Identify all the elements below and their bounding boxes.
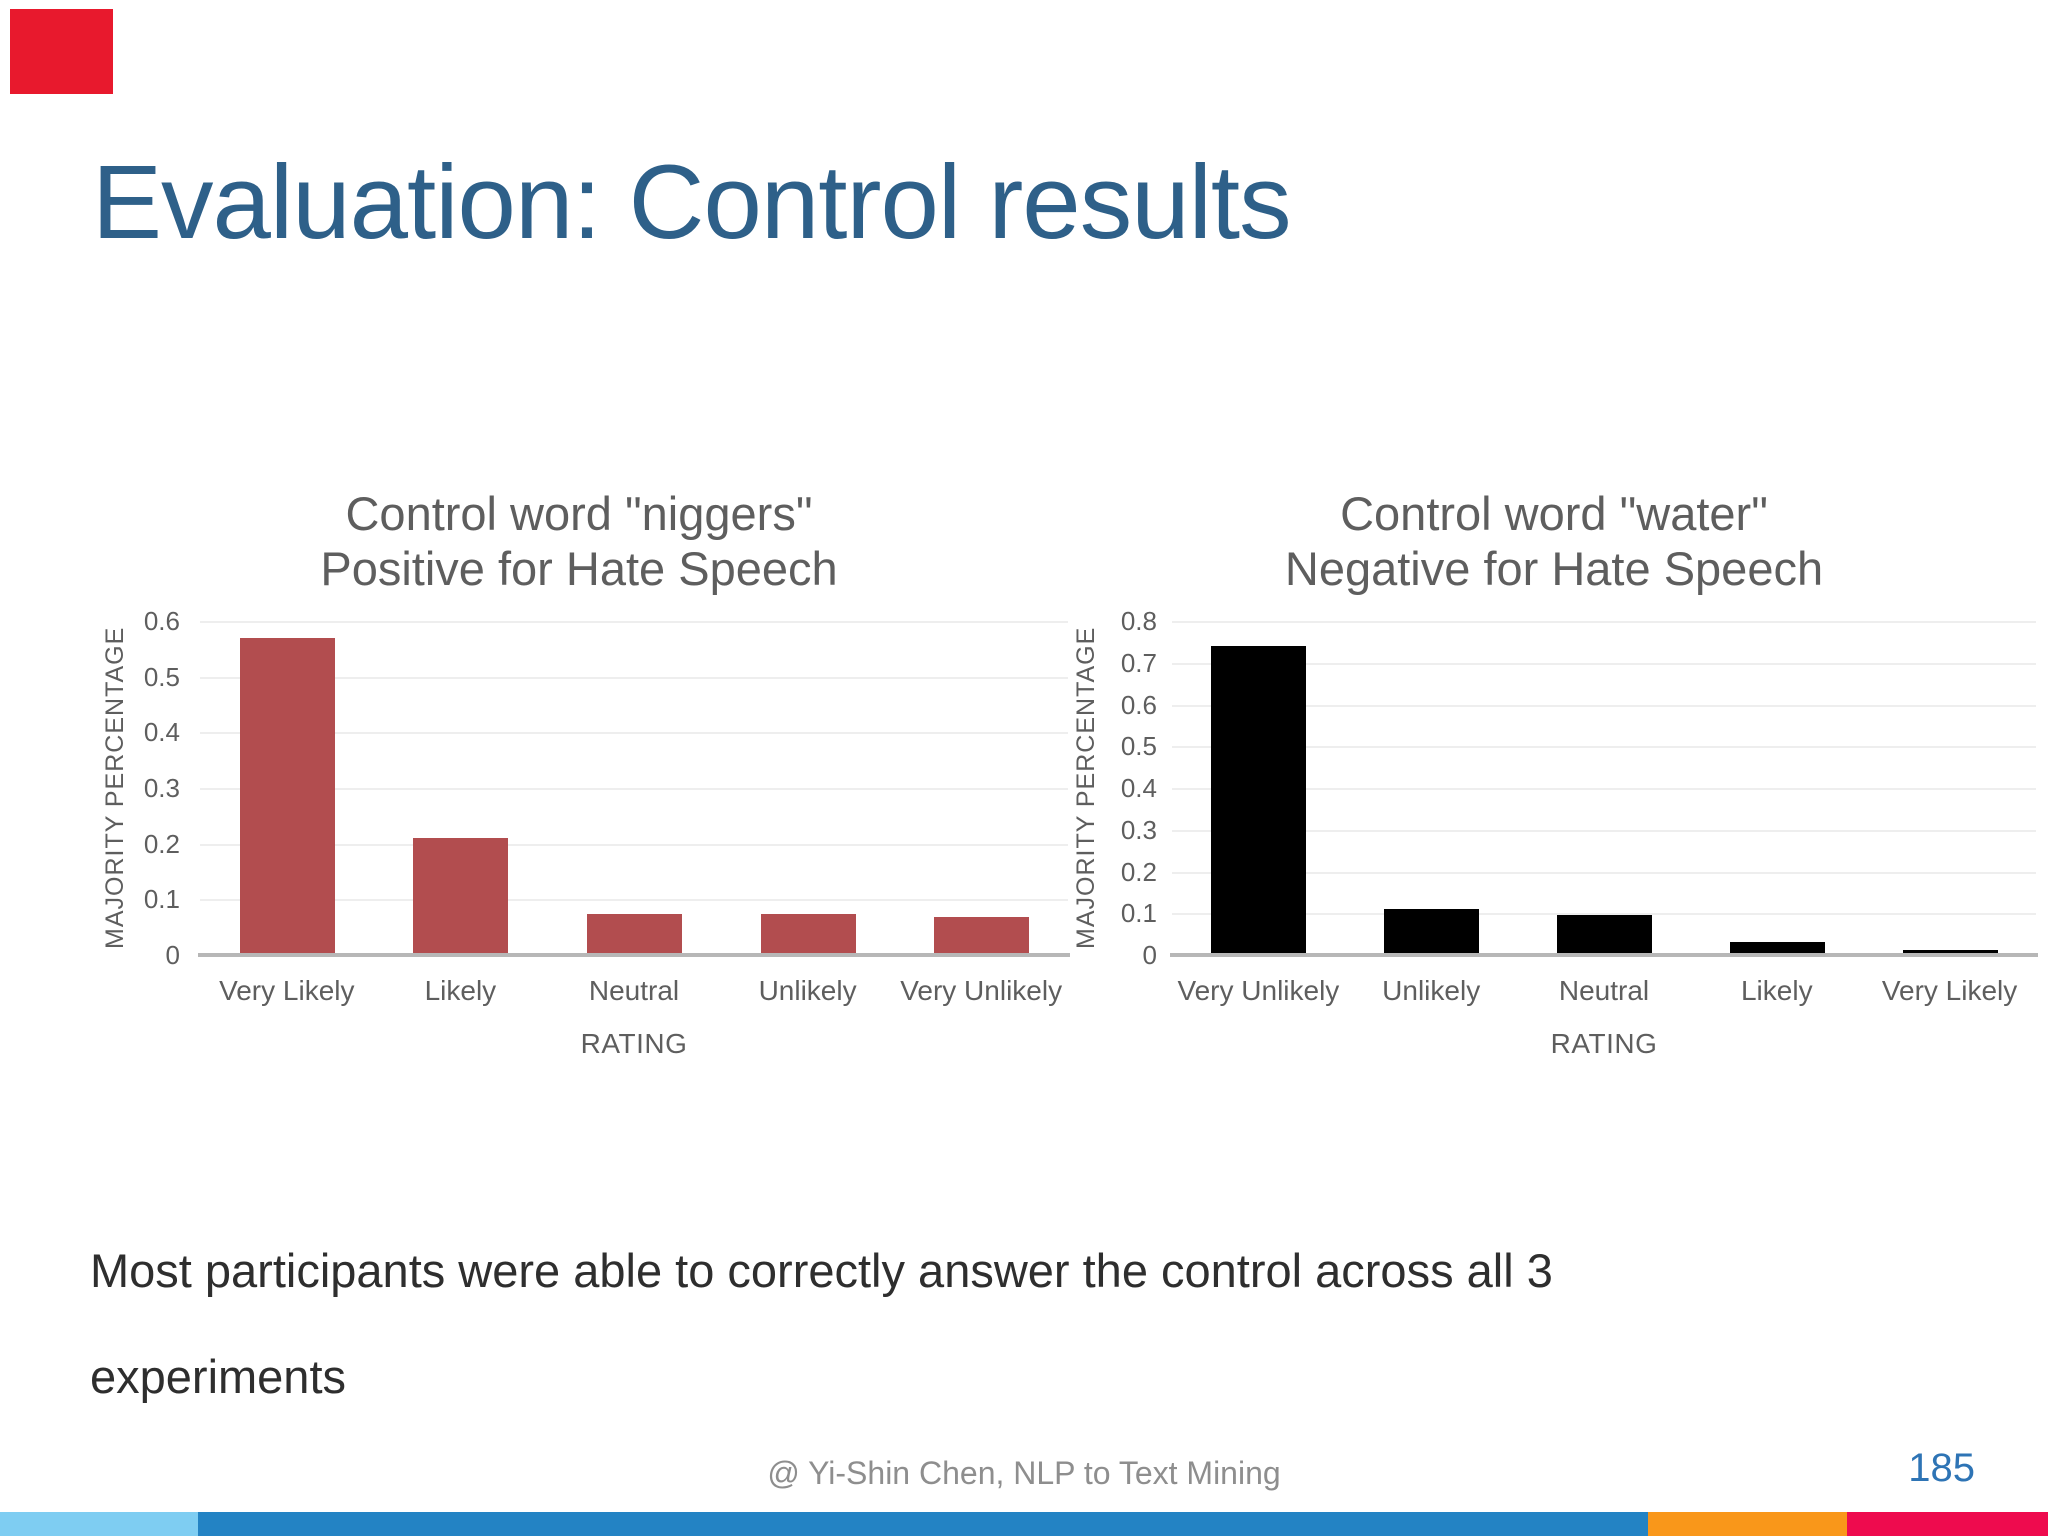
x-axis-category-labels: Very Unlikely Unlikely Neutral Likely Very L… (1172, 975, 2036, 1007)
red-marker-overlay (10, 9, 113, 94)
x-axis-line (1170, 953, 2038, 957)
chart-title: Control word "water" Negative for Hate Sp… (1060, 486, 2048, 596)
chart-title: Control word "niggers" Positive for Hate … (95, 486, 1063, 596)
x-axis-title: RATING (580, 1028, 688, 1059)
chart-title-line: Negative for Hate Speech (1284, 542, 1824, 595)
bar (934, 917, 1030, 955)
gridline (1172, 746, 2036, 749)
bar (587, 914, 682, 955)
gridline (1172, 621, 2036, 623)
gridline (200, 788, 1068, 790)
category-label: Unlikely (1382, 975, 1481, 1006)
plot-area (1170, 621, 2038, 957)
y-tick-label: 0.8 (1120, 606, 1157, 636)
gridline (200, 621, 1068, 623)
y-axis-tick-labels: 0.6 0.5 0.4 0.3 0.2 0.1 0 (95, 606, 180, 970)
gridline (200, 732, 1068, 735)
bar (413, 838, 509, 955)
y-tick-label: 0.6 (1120, 689, 1157, 720)
category-label: Very Unlikely (1177, 975, 1340, 1006)
gridline (1172, 662, 2036, 665)
y-tick-label: 0 (1142, 940, 1157, 970)
footer-credit: @ Yi-Shin Chen, NLP to Text Mining (767, 1455, 1281, 1491)
chart-title-line: Control word "niggers" (345, 487, 813, 540)
chart-title-line: Positive for Hate Speech (320, 542, 838, 595)
category-label: Unlikely (758, 975, 857, 1006)
y-tick-label: 0 (165, 940, 180, 970)
accent-segment-light-blue (0, 1512, 198, 1536)
gridline (1172, 704, 2036, 707)
y-tick-label: 0.3 (1120, 814, 1157, 845)
x-axis-line (198, 953, 1070, 957)
gridline (1172, 913, 2036, 916)
plot-area (198, 621, 1070, 957)
category-label: Neutral (588, 975, 680, 1006)
y-tick-label: 0.2 (1120, 856, 1157, 887)
y-tick-label: 0.2 (143, 828, 180, 859)
category-label: Neutral (1558, 975, 1650, 1006)
accent-segment-crimson (1847, 1512, 2048, 1536)
gridline (1172, 829, 2036, 832)
y-tick-label: 0.7 (1120, 647, 1157, 678)
x-axis-title: RATING (1550, 1028, 1658, 1059)
gridline (1172, 871, 2036, 874)
chart-control-word-positive: Control word "niggers" Positive for Hate … (95, 470, 1095, 1070)
bottom-accent-bar (0, 1512, 2048, 1536)
bar (760, 913, 856, 955)
bar (1729, 942, 1825, 955)
bar (239, 637, 335, 955)
gridline (1172, 788, 2036, 790)
category-label: Likely (424, 975, 497, 1006)
accent-segment-blue (198, 1512, 1648, 1536)
category-label: Very Likely (1881, 975, 2018, 1006)
y-tick-label: 0.5 (1120, 731, 1157, 762)
y-tick-label: 0.5 (143, 661, 180, 692)
gridline (200, 843, 1068, 846)
gridline (200, 899, 1068, 902)
category-label: Likely (1740, 975, 1813, 1006)
y-tick-label: 0.1 (143, 884, 180, 915)
page-number: 185 (1908, 1446, 1975, 1490)
chart-title-line: Control word "water" (1340, 487, 1768, 540)
accent-segment-orange (1648, 1512, 1847, 1536)
category-label: Very Unlikely (900, 975, 1063, 1006)
y-tick-label: 0.1 (1120, 898, 1157, 929)
x-axis-category-labels: Very Likely Likely Neutral Unlikely Very Unl… (200, 975, 1068, 1007)
bar (1211, 646, 1307, 955)
y-tick-label: 0.4 (143, 717, 180, 748)
y-tick-label: 0.3 (143, 773, 180, 803)
bar (1384, 909, 1480, 955)
y-axis-tick-labels: 0.8 0.7 0.6 0.5 0.4 0.3 0.2 0.1 0 (1060, 606, 1157, 970)
category-label: Very Likely (219, 975, 355, 1006)
y-tick-label: 0.6 (143, 606, 180, 636)
bar (1557, 914, 1652, 955)
slide-title: Evaluation: Control results (92, 144, 1292, 261)
y-tick-label: 0.4 (1120, 773, 1157, 803)
chart-control-word-negative: Control word "water" Negative for Hate Sp… (1060, 470, 2048, 1070)
body-text: Most participants were able to correctly… (90, 1244, 1553, 1403)
bar (1902, 949, 1998, 955)
gridline (200, 676, 1068, 679)
